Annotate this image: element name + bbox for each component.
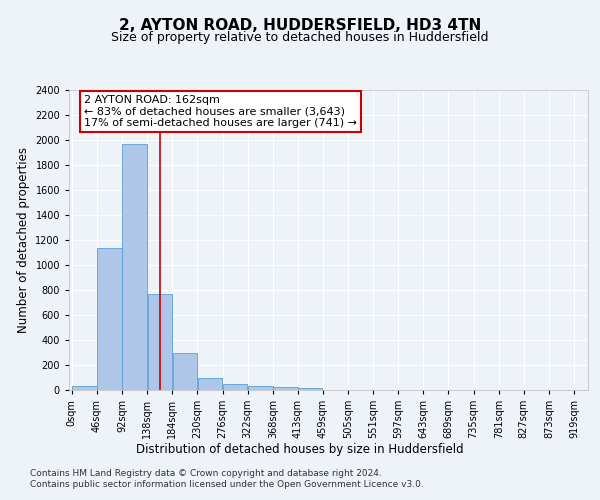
Bar xyxy=(148,294,172,390)
Text: Size of property relative to detached houses in Huddersfield: Size of property relative to detached ho… xyxy=(111,31,489,44)
Text: Distribution of detached houses by size in Huddersfield: Distribution of detached houses by size … xyxy=(136,442,464,456)
Bar xyxy=(198,378,222,390)
Text: 2 AYTON ROAD: 162sqm
← 83% of detached houses are smaller (3,643)
17% of semi-de: 2 AYTON ROAD: 162sqm ← 83% of detached h… xyxy=(85,95,358,128)
Text: Contains HM Land Registry data © Crown copyright and database right 2024.: Contains HM Land Registry data © Crown c… xyxy=(30,469,382,478)
Bar xyxy=(97,248,122,390)
Bar xyxy=(223,384,247,390)
Bar xyxy=(248,386,272,390)
Bar xyxy=(122,144,147,390)
Text: Contains public sector information licensed under the Open Government Licence v3: Contains public sector information licen… xyxy=(30,480,424,489)
Bar xyxy=(72,386,97,390)
Bar xyxy=(274,387,298,390)
Bar xyxy=(173,352,197,390)
Bar xyxy=(298,388,322,390)
Text: 2, AYTON ROAD, HUDDERSFIELD, HD3 4TN: 2, AYTON ROAD, HUDDERSFIELD, HD3 4TN xyxy=(119,18,481,32)
Y-axis label: Number of detached properties: Number of detached properties xyxy=(17,147,29,333)
